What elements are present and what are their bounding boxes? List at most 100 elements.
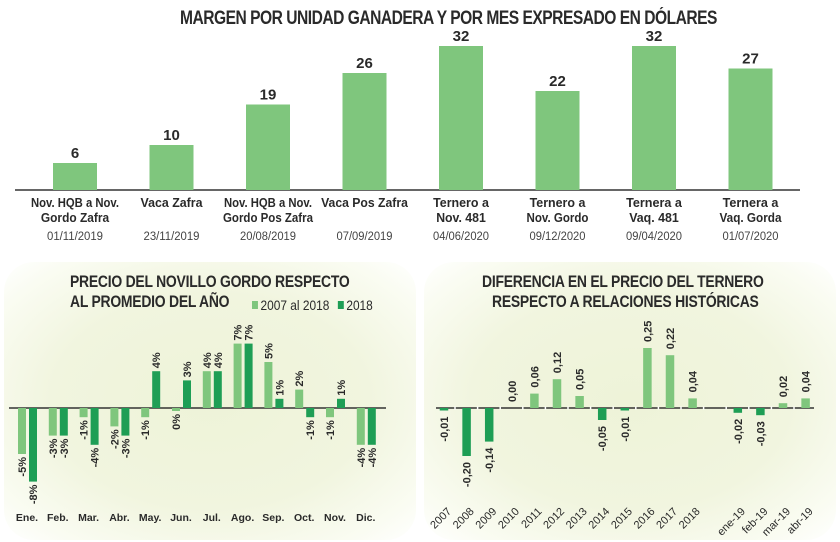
legend-swatch-2007-2018 xyxy=(252,301,258,309)
category-date: 20/08/2019 xyxy=(240,231,296,243)
data-label: -3% xyxy=(48,438,60,458)
data-label: -2% xyxy=(109,429,121,449)
data-label: 0,06 xyxy=(529,366,541,387)
category-date: 01/07/2020 xyxy=(723,231,779,243)
data-label: 1% xyxy=(336,380,348,396)
data-label: 10 xyxy=(163,127,180,144)
data-label: 1% xyxy=(274,380,286,396)
ternero-chart-title-line1: DIFERENCIA EN EL PRECIO DEL TERNERO xyxy=(482,272,764,291)
data-label: -0,20 xyxy=(462,462,474,487)
novillo-chart-title-line1: PRECIO DEL NOVILLO GORDO RESPECTO xyxy=(70,272,350,291)
category-date: 07/09/2019 xyxy=(337,231,393,243)
bar-2018 xyxy=(244,343,253,408)
data-label: -0,01 xyxy=(620,417,632,442)
category-label: abr-19 xyxy=(785,506,816,537)
category-label: 2009 xyxy=(474,506,500,532)
bar xyxy=(632,46,676,190)
data-label: 0,05 xyxy=(575,369,587,390)
category-date: 01/11/2019 xyxy=(47,231,103,243)
novillo-chart-title-line2: AL PROMEDIO DEL AÑO xyxy=(70,292,230,311)
category-label: 2014 xyxy=(587,506,613,532)
bar xyxy=(733,408,743,413)
ternero-panel xyxy=(424,262,836,540)
data-label: -0,03 xyxy=(755,421,767,446)
bar-2018 xyxy=(29,408,37,482)
data-label: 5% xyxy=(263,343,275,359)
month-label: Ene. xyxy=(16,512,38,524)
bar-avg xyxy=(172,408,180,411)
data-label: -4% xyxy=(90,448,102,468)
data-label: 32 xyxy=(646,28,663,45)
bar-avg xyxy=(233,343,242,408)
data-label: 0,04 xyxy=(688,370,700,392)
legend-swatch-2018 xyxy=(337,301,344,309)
bar xyxy=(530,393,539,408)
data-label: 19 xyxy=(260,87,277,104)
data-label: -0,05 xyxy=(597,426,609,451)
category-label-line2: Gordo Pos Zafra xyxy=(223,211,314,225)
bar-2018 xyxy=(152,371,161,408)
bar-2018 xyxy=(59,408,68,436)
data-label: 4% xyxy=(151,352,163,368)
category-label: 2013 xyxy=(564,506,590,532)
legend-label-2007-2018: 2007 al 2018 xyxy=(260,297,330,313)
bar-2018 xyxy=(367,408,376,445)
bar-2018 xyxy=(213,371,222,408)
bar xyxy=(575,396,584,408)
category-label-line2: Nov. 481 xyxy=(436,211,486,225)
bar xyxy=(756,408,765,416)
data-label: -5% xyxy=(17,457,29,477)
bar xyxy=(778,403,788,408)
category-label: 2012 xyxy=(541,506,567,532)
bar xyxy=(688,398,697,408)
bar-avg xyxy=(79,408,88,418)
category-label-line1: Nov. HQB a Nov. xyxy=(31,196,119,210)
category-label-line2: Vaq. 481 xyxy=(629,211,679,225)
data-label: 0,22 xyxy=(665,328,677,349)
bar-2018 xyxy=(275,398,284,408)
bar xyxy=(484,408,494,442)
data-label: -3% xyxy=(59,438,71,458)
data-label: -1% xyxy=(79,420,91,440)
category-date: 23/11/2019 xyxy=(144,231,200,243)
bar xyxy=(462,408,471,456)
month-label: Nov. xyxy=(324,512,346,524)
category-label-line2: Vaq. Gorda xyxy=(720,211,783,225)
data-label: 32 xyxy=(453,28,470,45)
bar xyxy=(535,91,580,190)
bar xyxy=(665,355,675,408)
bar-2018 xyxy=(121,408,130,436)
data-label: -1% xyxy=(140,420,152,440)
data-label: -4% xyxy=(367,448,379,468)
data-label: 6 xyxy=(71,145,79,162)
data-label: -8% xyxy=(28,484,40,504)
novillo-legend: 2007 al 2018 2018 xyxy=(252,297,373,313)
category-label-line1: Ternero a xyxy=(433,196,490,210)
category-label: 2008 xyxy=(451,506,477,532)
data-label: 4% xyxy=(202,352,214,368)
ternero-chart-title-line2: RESPECTO A RELACIONES HISTÓRICAS xyxy=(492,292,759,311)
category-label-line1: Vaca Pos Zafra xyxy=(321,196,409,210)
bar xyxy=(342,73,387,190)
legend-label-2018: 2018 xyxy=(346,297,373,313)
data-label: 27 xyxy=(742,51,759,68)
data-label: 0,12 xyxy=(552,352,564,373)
category-label: 2017 xyxy=(654,506,680,532)
data-label: 0,04 xyxy=(801,370,813,392)
data-label: 3% xyxy=(182,361,194,377)
data-label: -1% xyxy=(305,420,317,440)
category-label: 2016 xyxy=(632,506,658,532)
data-label: 26 xyxy=(356,55,373,72)
month-label: Feb. xyxy=(47,512,69,524)
data-label: -0,01 xyxy=(439,417,451,442)
bar xyxy=(620,408,630,411)
category-label-line2: Nov. Gordo xyxy=(527,211,589,225)
novillo-bar-chart: -5%-8%Ene.-3% -3%Feb.-1%-4%Mar.-2%-3%Abr.… xyxy=(9,324,386,524)
bar-avg xyxy=(295,389,304,408)
category-label-line1: Ternero a xyxy=(530,196,587,210)
data-label: 0,02 xyxy=(778,376,790,397)
bar xyxy=(149,145,194,190)
category-label: 2007 xyxy=(428,506,454,532)
data-label: -3% xyxy=(120,438,132,458)
